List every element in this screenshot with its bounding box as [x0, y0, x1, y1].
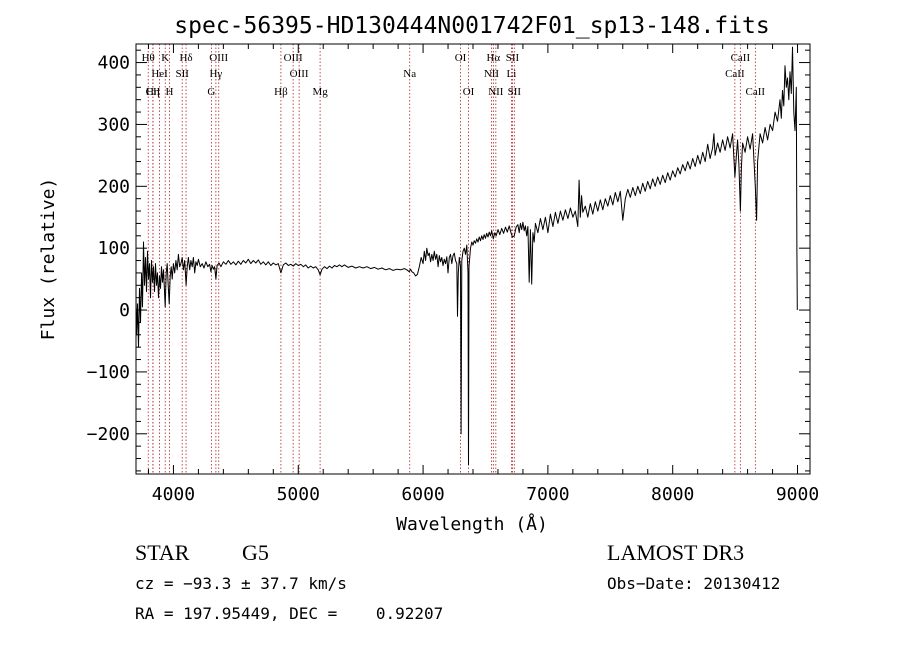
spectral-line-label: CaII	[731, 52, 751, 64]
y-tick-label: −100	[87, 362, 130, 383]
y-tick-label: 0	[119, 300, 130, 321]
spectral-line-label: CII	[146, 86, 161, 98]
x-tick-label: 9000	[776, 484, 819, 505]
x-tick-label: 7000	[526, 484, 569, 505]
spectral-line-label: Na	[403, 68, 416, 80]
spectral-line-label: Hδ	[179, 52, 192, 64]
spectral-line-label: Hγ	[209, 68, 222, 80]
spectral-line-label: OI	[463, 86, 475, 98]
spectral-line-label: Hθ	[142, 52, 155, 64]
y-axis-ticks: −200 −100 0 100 200 300 400	[87, 49, 810, 472]
spectral-line-label: OIII	[284, 52, 303, 64]
redshift-cz: cz = −93.3 ± 37.7 km/s	[135, 574, 347, 593]
spectral-line-label: K	[161, 52, 169, 64]
spectral-line-label: OIII	[290, 68, 309, 80]
x-tick-label: 8000	[651, 484, 694, 505]
object-subclass: G5	[242, 540, 269, 565]
spectral-line-label: OIII	[209, 52, 228, 64]
spectral-line-label: SII	[175, 68, 189, 80]
survey-name: LAMOST DR3	[607, 540, 745, 565]
y-tick-label: 100	[97, 238, 130, 259]
spectral-line-label: NII	[488, 86, 504, 98]
spectral-line-label: SII	[508, 86, 522, 98]
y-tick-label: 300	[97, 114, 130, 135]
object-class: STAR	[135, 540, 190, 565]
obs-date: Obs−Date: 20130412	[607, 574, 781, 593]
x-tick-label: 6000	[401, 484, 444, 505]
x-tick-label: 5000	[277, 484, 320, 505]
spectral-line-label: HeI	[151, 68, 168, 80]
spectral-line-label: Hα	[486, 52, 500, 64]
x-tick-label: 4000	[152, 484, 195, 505]
x-axis-ticks: 4000 5000 6000 7000 8000 9000	[147, 44, 819, 505]
spectral-line-label: Li	[507, 68, 517, 80]
y-axis-label: Flux (relative)	[38, 178, 59, 341]
spectral-line-label: G	[207, 86, 215, 98]
x-axis-label: Wavelength (Å)	[396, 513, 548, 535]
coordinates: RA = 197.95449, DEC = 0.92207	[135, 604, 444, 623]
spectral-line-markers	[147, 44, 756, 474]
spectral-line-label: Hη	[146, 86, 160, 98]
y-tick-label: −200	[87, 424, 130, 445]
spectral-line-label: NII	[484, 68, 500, 80]
spectral-line-label: Hβ	[274, 86, 288, 98]
spectral-line-label: Mg	[312, 86, 328, 98]
spectral-line-label: CaII	[725, 68, 745, 80]
spectral-line-label: CaII	[746, 86, 766, 98]
spectral-line-label: OI	[455, 52, 467, 64]
spectral-line-label: SII	[506, 52, 520, 64]
chart-title: spec-56395-HD130444N001742F01_sp13-148.f…	[174, 13, 769, 39]
y-tick-label: 200	[97, 176, 130, 197]
plot-frame	[135, 43, 811, 475]
y-tick-label: 400	[97, 53, 130, 74]
spectral-line-label: H	[165, 86, 173, 98]
spectrum-line	[135, 46, 798, 466]
